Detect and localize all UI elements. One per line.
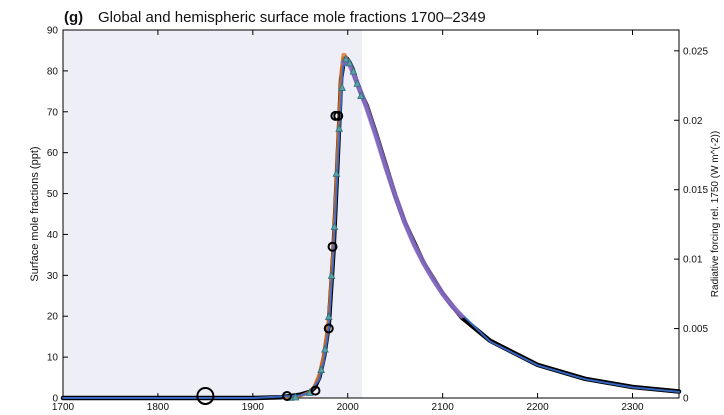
x-axis-ticks: 1700 1800 1900 2000 2100 2200 2300 bbox=[52, 30, 644, 413]
historical-period-shading bbox=[63, 30, 362, 398]
plot-area-frame bbox=[62, 29, 680, 399]
triangle-marker bbox=[330, 222, 339, 230]
y2-tick-label: 0.015 bbox=[683, 185, 708, 196]
y2-axis-ticks: 0 0.005 0.01 0.015 0.02 0.025 bbox=[674, 46, 708, 405]
y-tick-label: 40 bbox=[47, 230, 59, 241]
y2-tick-label: 0.005 bbox=[683, 324, 708, 335]
triangle-marker bbox=[342, 54, 350, 63]
triangle-marker bbox=[332, 169, 341, 177]
x-tick-label: 2100 bbox=[432, 402, 455, 413]
observation-point bbox=[327, 241, 338, 252]
y2-tick-label: 0.02 bbox=[683, 116, 703, 127]
markers-group bbox=[196, 54, 365, 405]
x-tick-label: 2300 bbox=[621, 402, 644, 413]
triangle-marker bbox=[317, 365, 326, 373]
triangle-marker bbox=[321, 344, 329, 353]
x-tick-label: 2000 bbox=[337, 402, 360, 413]
x-tick-label: 1800 bbox=[147, 402, 170, 413]
y2-tick-label: 0.01 bbox=[683, 255, 703, 266]
y2-axis-title: Radiative forcing rel. 1750 (W m^(-2)) bbox=[710, 131, 721, 297]
triangle-marker bbox=[345, 58, 354, 67]
y-tick-label: 80 bbox=[47, 66, 59, 77]
observation-point bbox=[196, 386, 215, 405]
y-axis-ticks: 0 10 20 30 40 50 60 70 80 90 bbox=[47, 26, 68, 405]
observation-point bbox=[333, 110, 344, 121]
triangle-marker bbox=[335, 124, 344, 132]
y-tick-label: 70 bbox=[47, 107, 59, 118]
triangle-marker bbox=[357, 91, 365, 100]
y-tick-label: 20 bbox=[47, 312, 59, 323]
triangle-marker bbox=[327, 271, 336, 279]
y2-tick-label: 0.025 bbox=[683, 46, 708, 57]
chart-title: Global and hemispheric surface mole frac… bbox=[98, 9, 486, 26]
panel-label: (g) bbox=[64, 9, 83, 26]
triangle-marker bbox=[338, 83, 346, 91]
y-axis-title: Surface mole fractions (ppt) bbox=[29, 146, 41, 281]
y-tick-label: 0 bbox=[52, 394, 58, 405]
y-tick-label: 90 bbox=[47, 26, 59, 37]
observation-point bbox=[282, 390, 292, 401]
triangle-marker bbox=[291, 392, 300, 401]
triangle-marker bbox=[349, 66, 358, 75]
y2-tick-label: 0 bbox=[683, 394, 689, 405]
observation-point bbox=[310, 385, 321, 396]
x-tick-label: 1700 bbox=[52, 402, 75, 413]
observation-point bbox=[323, 323, 334, 334]
y-tick-label: 10 bbox=[47, 353, 59, 364]
series-line-3 bbox=[340, 58, 465, 319]
x-tick-label: 1900 bbox=[242, 402, 265, 413]
y-tick-label: 50 bbox=[47, 189, 59, 200]
triangle-marker bbox=[353, 79, 362, 87]
y-tick-label: 30 bbox=[47, 271, 59, 282]
triangle-marker bbox=[324, 312, 333, 320]
x-tick-label: 2200 bbox=[526, 402, 549, 413]
y-tick-label: 60 bbox=[47, 148, 59, 159]
